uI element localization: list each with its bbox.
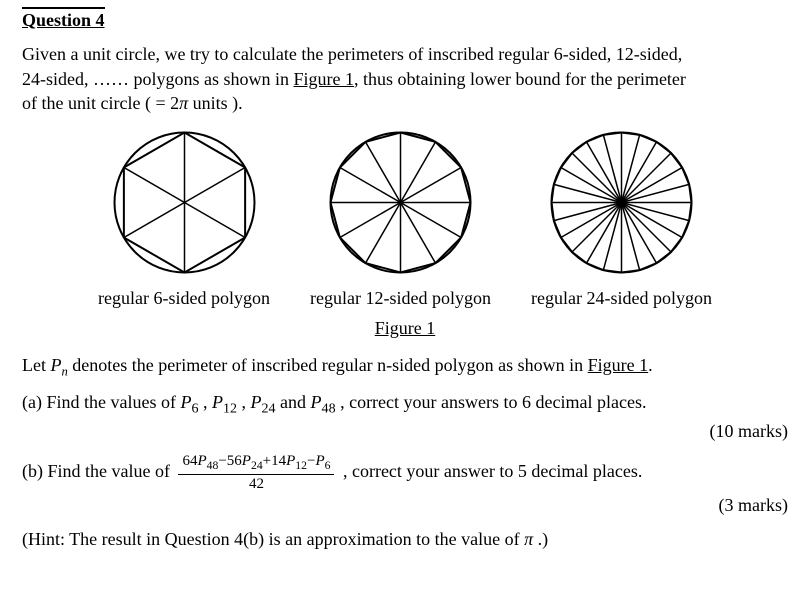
part-b: (b) Find the value of 64P48−56P24+14P12−… <box>22 453 788 517</box>
intro-paragraph: Given a unit circle, we try to calculate… <box>22 42 788 115</box>
hint-text-1: (Hint: The result in Question 4(b) is an… <box>22 529 524 549</box>
a-marks: (10 marks) <box>710 419 788 443</box>
num-p6-sub: 6 <box>325 459 331 472</box>
and-text: and <box>276 392 311 412</box>
num-p12-sub: 12 <box>295 459 307 472</box>
num-p24-sub: 24 <box>251 459 263 472</box>
question-heading: Question 4 <box>22 8 788 32</box>
intro-line-3b: units ). <box>188 93 243 113</box>
coef-m56: −56 <box>218 453 241 469</box>
polygon-24-svg <box>544 125 699 280</box>
coef-p14: +14 <box>263 453 286 469</box>
figure-12-sided: regular 12-sided polygon <box>310 125 491 310</box>
part-a: (a) Find the values of P6 , P12 , P24 an… <box>22 390 788 443</box>
hint-text-2: .) <box>533 529 548 549</box>
figure-caption-24: regular 24-sided polygon <box>531 286 712 310</box>
let-text-2: denotes the perimeter of inscribed regul… <box>68 355 588 375</box>
p48-sub: 48 <box>322 401 336 417</box>
num-p48-sub: 48 <box>207 459 219 472</box>
hint-pi: π <box>524 529 533 549</box>
b-text-1: (b) Find the value of <box>22 461 174 481</box>
pi-symbol: π <box>179 93 188 113</box>
num-p24: P <box>242 453 251 469</box>
question-page: Question 4 Given a unit circle, we try t… <box>0 0 810 601</box>
figure-6-sided: regular 6-sided polygon <box>98 125 270 310</box>
figure-title: Figure 1 <box>22 316 788 340</box>
coef-64: 64 <box>182 453 197 469</box>
a-text-1: (a) Find the values of <box>22 392 180 412</box>
comma-1: , <box>198 392 212 412</box>
p48: P <box>311 392 322 412</box>
pn-symbol: P <box>51 355 62 375</box>
figure-ref-2: Figure 1 <box>588 355 649 375</box>
figure-24-sided: regular 24-sided polygon <box>531 125 712 310</box>
p24: P <box>251 392 262 412</box>
hint: (Hint: The result in Question 4(b) is an… <box>22 527 788 551</box>
num-p6: P <box>315 453 324 469</box>
polygon-12-svg <box>323 125 478 280</box>
p12: P <box>212 392 223 412</box>
p6: P <box>180 392 191 412</box>
p12-sub: 12 <box>223 401 237 417</box>
figure-ref: Figure 1 <box>294 69 355 89</box>
figure-caption-6: regular 6-sided polygon <box>98 286 270 310</box>
let-paragraph: Let Pn denotes the perimeter of inscribe… <box>22 353 788 381</box>
b-marks: (3 marks) <box>719 493 788 517</box>
fraction-numerator: 64P48−56P24+14P12−P6 <box>178 453 334 475</box>
let-text-1: Let <box>22 355 51 375</box>
p24-sub: 24 <box>262 401 276 417</box>
figure-caption-12: regular 12-sided polygon <box>310 286 491 310</box>
fraction: 64P48−56P24+14P12−P6 42 <box>178 453 334 492</box>
b-text-2: , correct your answer to 5 decimal place… <box>338 461 642 481</box>
comma-2: , <box>237 392 251 412</box>
num-p48: P <box>197 453 206 469</box>
fraction-denominator: 42 <box>178 475 334 493</box>
intro-line-2b: , thus obtaining lower bound for the per… <box>354 69 686 89</box>
num-p12: P <box>286 453 295 469</box>
intro-line-1: Given a unit circle, we try to calculate… <box>22 44 682 64</box>
heading-text: Question 4 <box>22 7 105 30</box>
intro-line-3a: of the unit circle ( = 2 <box>22 93 179 113</box>
figure-row: regular 6-sided polygon regular 12-sided … <box>22 125 788 310</box>
let-text-3: . <box>648 355 653 375</box>
a-text-2: , correct your answers to 6 decimal plac… <box>336 392 647 412</box>
intro-line-2a: 24-sided, …… polygons as shown in <box>22 69 294 89</box>
polygon-6-svg <box>107 125 262 280</box>
